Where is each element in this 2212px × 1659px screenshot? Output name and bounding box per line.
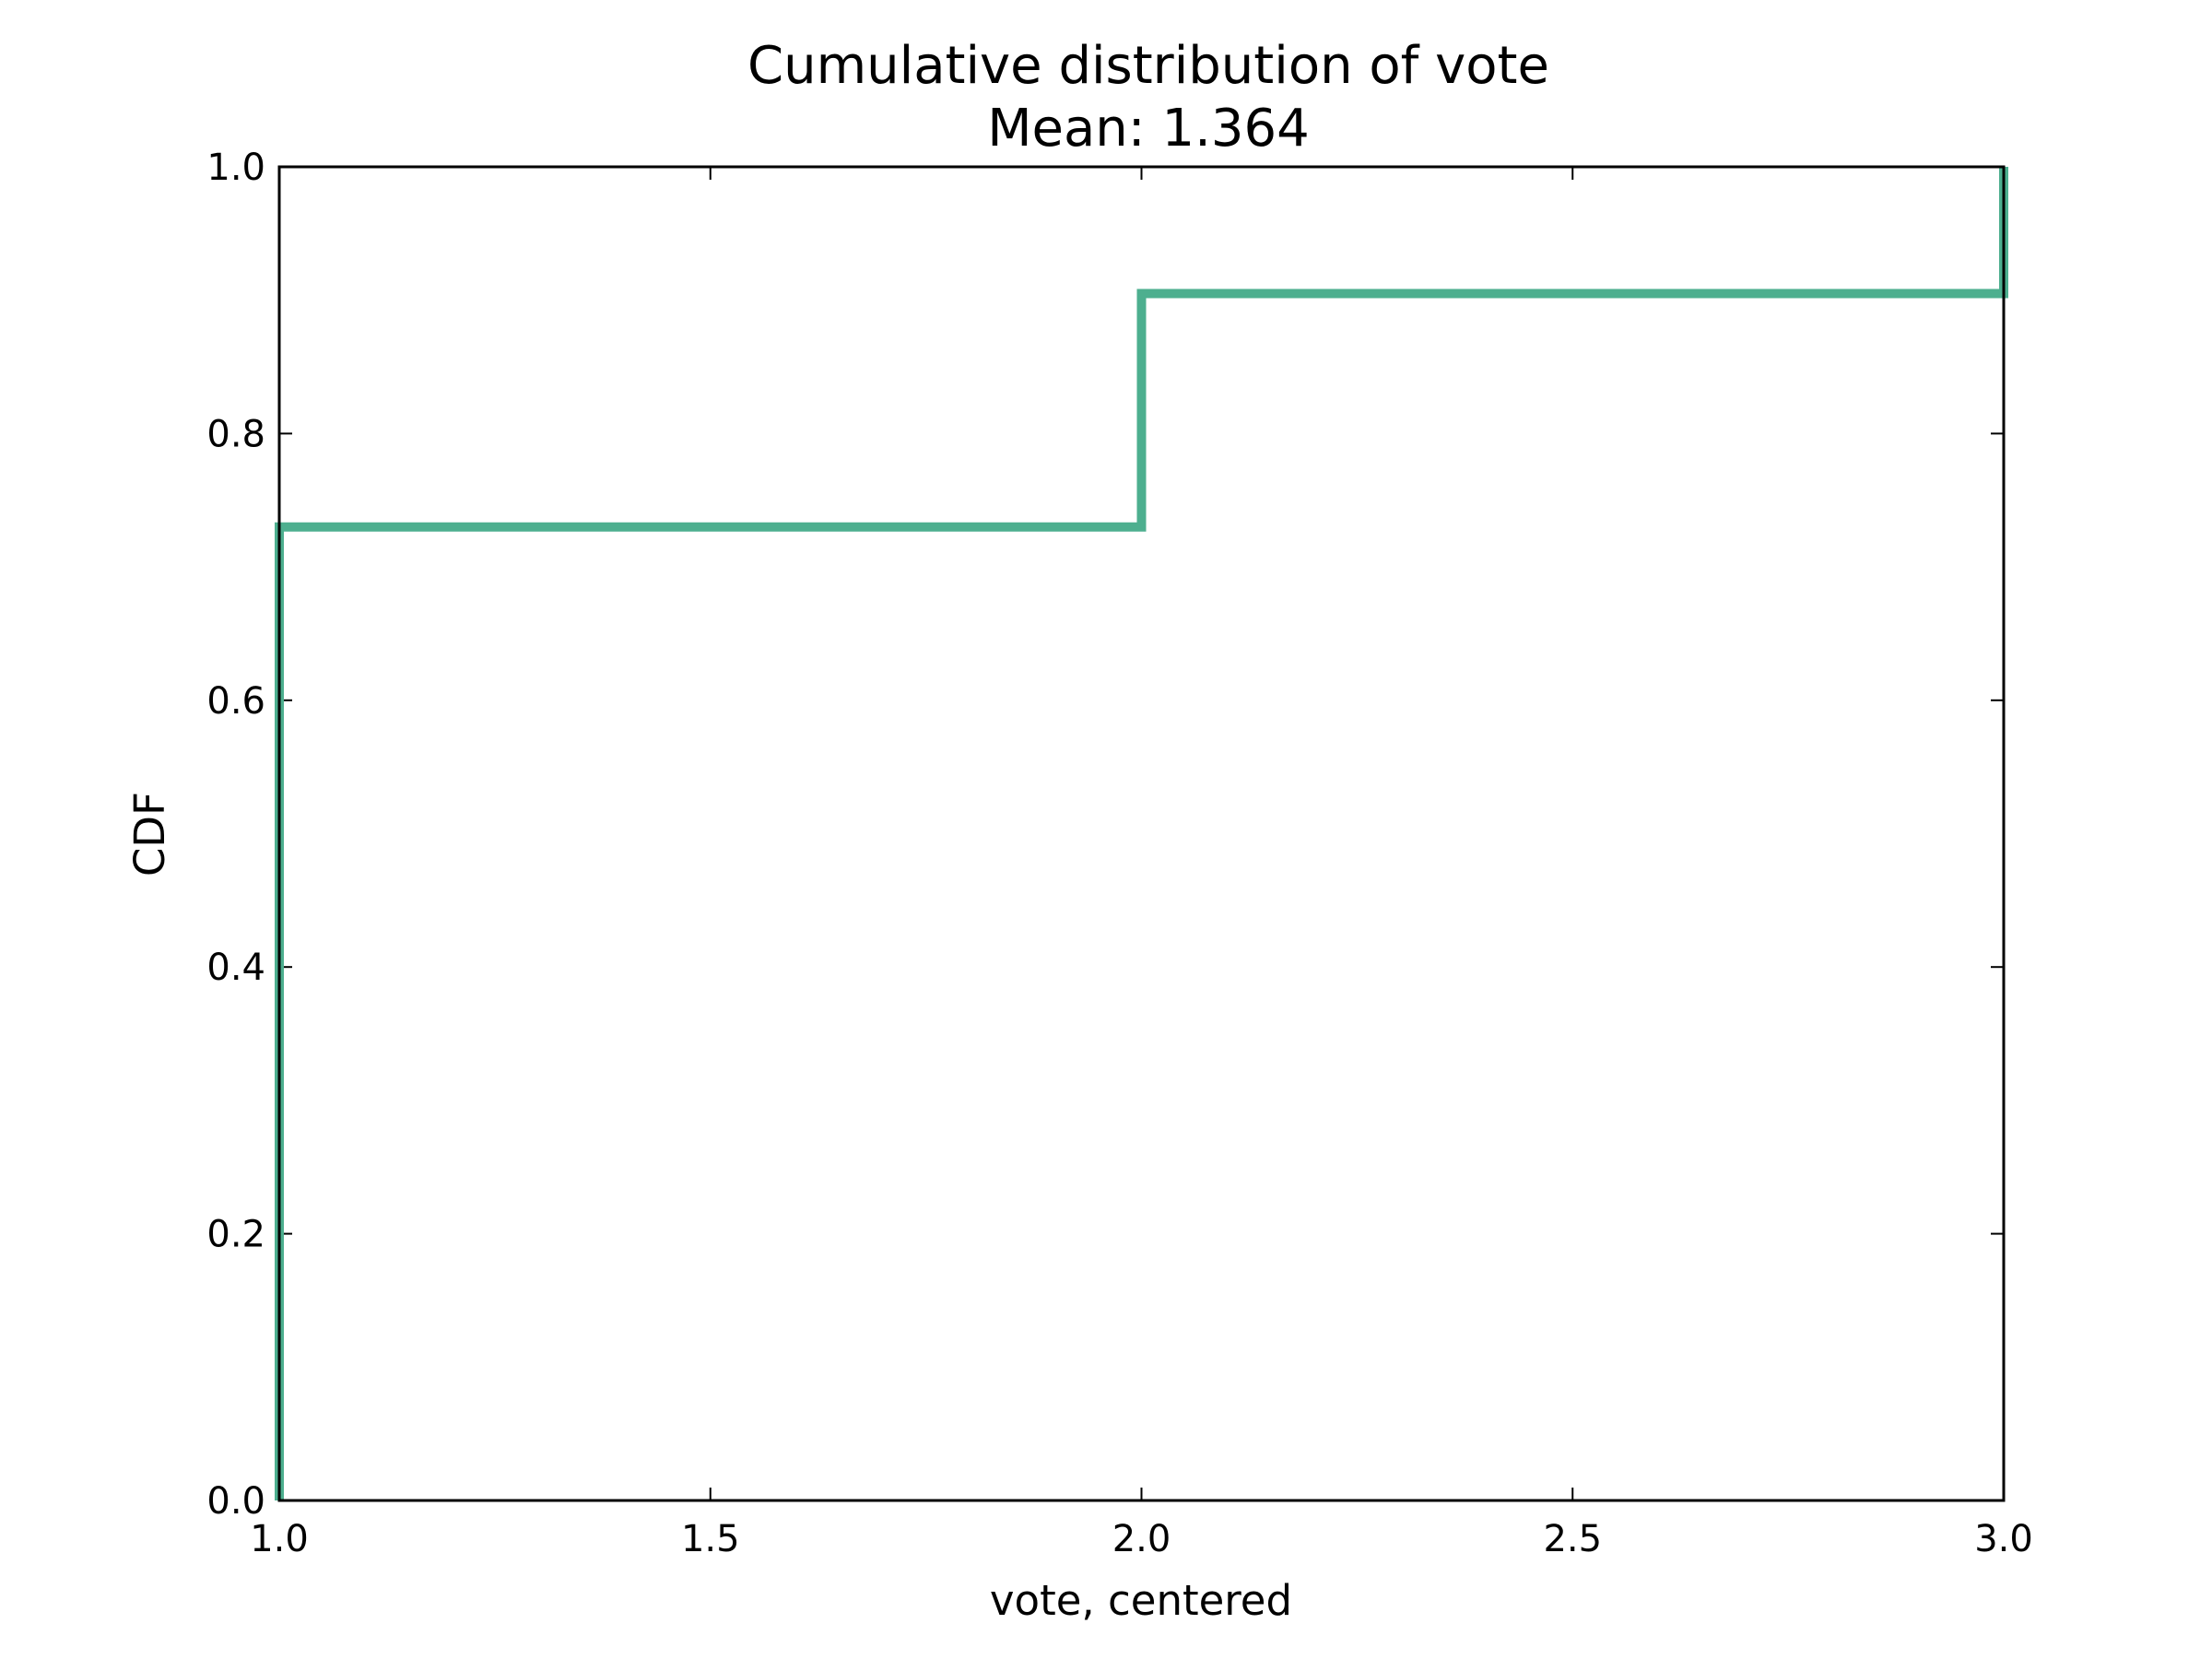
chart-title: Cumulative distribution of vote <box>747 36 1549 96</box>
y-tick-label: 0.0 <box>206 1480 265 1523</box>
y-tick-label: 0.2 <box>206 1214 265 1256</box>
chart-subtitle-mean: Mean: 1.364 <box>987 99 1310 159</box>
x-axis-label: vote, centered <box>990 1576 1292 1625</box>
x-tick-label: 3.0 <box>1974 1518 2033 1560</box>
y-tick-label: 0.8 <box>206 413 265 455</box>
x-tick-label: 1.0 <box>250 1518 309 1560</box>
y-tick-label: 0.4 <box>206 947 265 989</box>
x-tick-label: 1.5 <box>681 1518 740 1560</box>
y-tick-label: 1.0 <box>206 147 265 189</box>
plot-frame <box>277 165 2006 1502</box>
tick-labels: 1.0 1.5 2.0 2.5 3.0 0.0 0.2 0.4 0.6 0.8 1.0 <box>206 147 2032 1560</box>
y-axis-label: CDF <box>125 792 174 877</box>
y-tick-label: 0.6 <box>206 680 265 723</box>
x-tick-label: 2.0 <box>1112 1518 1171 1560</box>
x-tick-label: 2.5 <box>1543 1518 1602 1560</box>
